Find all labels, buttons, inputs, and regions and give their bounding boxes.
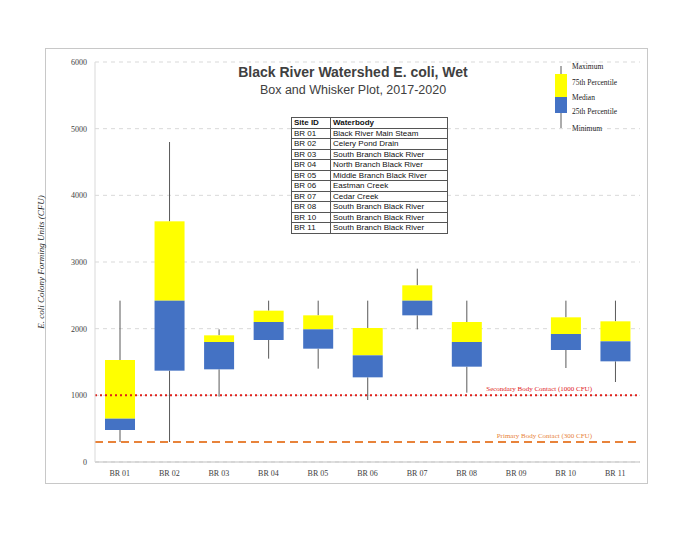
html-text:BR 03: BR 03	[294, 149, 317, 159]
html-text:BR 10: BR 10	[294, 212, 317, 222]
html-text:BR 08: BR 08	[294, 202, 317, 211]
svg-text:E. coli Colony Forming Units (: E. coli Colony Forming Units (CFU)	[36, 195, 46, 330]
html-text:Black River Watershed E. coli,: Black River Watershed E. coli, Wet	[238, 64, 468, 80]
svg-text:Maximum: Maximum	[572, 62, 603, 71]
svg-text:5000: 5000	[71, 125, 87, 134]
svg-text:75th Percentile: 75th Percentile	[572, 78, 618, 87]
svg-text:BR 06: BR 06	[357, 469, 378, 478]
html-text:South Branch Black River: South Branch Black River	[333, 223, 425, 232]
svg-text:BR 08: BR 08	[456, 469, 477, 478]
svg-text:Secondary Body Contact (1000 C: Secondary Body Contact (1000 CFU)	[486, 385, 592, 393]
svg-text:BR 11: BR 11	[605, 469, 625, 478]
html-text:Eastman Creek: Eastman Creek	[333, 181, 389, 190]
html-text:Celery Pond Drain: Celery Pond Drain	[333, 139, 399, 148]
html-text:South Branch Black River: South Branch Black River	[333, 212, 425, 222]
html-text:North Branch Black River: North Branch Black River	[333, 160, 423, 169]
svg-text:0: 0	[83, 458, 87, 467]
svg-text:BR 09: BR 09	[506, 469, 527, 478]
svg-text:Primary Body Contact (300 CFU): Primary Body Contact (300 CFU)	[497, 432, 593, 440]
svg-text:6000: 6000	[71, 58, 87, 67]
svg-text:3000: 3000	[71, 258, 87, 267]
html-text:Waterbody: Waterbody	[333, 118, 374, 127]
html-text:BR 02: BR 02	[294, 139, 317, 148]
html-text:BR 05: BR 05	[294, 170, 317, 180]
svg-text:4000: 4000	[71, 191, 87, 200]
html-text:Cedar Creek: Cedar Creek	[333, 191, 379, 201]
svg-text:BR 07: BR 07	[407, 469, 428, 478]
svg-text:BR 01: BR 01	[109, 469, 130, 478]
html-text:South Branch Black River: South Branch Black River	[333, 202, 425, 211]
svg-text:2000: 2000	[71, 325, 87, 334]
html-text:BR 04: BR 04	[294, 160, 317, 169]
html-text:BR 07: BR 07	[294, 191, 317, 201]
svg-text:Median: Median	[572, 93, 595, 102]
svg-text:25th Percentile: 25th Percentile	[572, 107, 618, 116]
svg-text:BR 05: BR 05	[308, 469, 329, 478]
svg-text:BR 02: BR 02	[159, 469, 180, 478]
html-text:BR 11: BR 11	[294, 223, 316, 232]
html-text:Black River Main Steam: Black River Main Steam	[333, 128, 419, 138]
svg-text:Minimum: Minimum	[572, 124, 602, 133]
html-text:Box and Whisker Plot, 2017-202: Box and Whisker Plot, 2017-2020	[259, 83, 447, 97]
html-text:South Branch Black River: South Branch Black River	[333, 149, 425, 159]
svg-text:BR 03: BR 03	[209, 469, 230, 478]
html-text:Middle Branch Black River: Middle Branch Black River	[333, 170, 427, 180]
svg-text:BR 10: BR 10	[555, 469, 576, 478]
html-text:BR 01: BR 01	[294, 128, 317, 138]
html-text:BR 06: BR 06	[294, 181, 317, 190]
html-text:Site ID: Site ID	[294, 118, 319, 127]
svg-text:BR 04: BR 04	[258, 469, 279, 478]
svg-text:1000: 1000	[71, 391, 87, 400]
